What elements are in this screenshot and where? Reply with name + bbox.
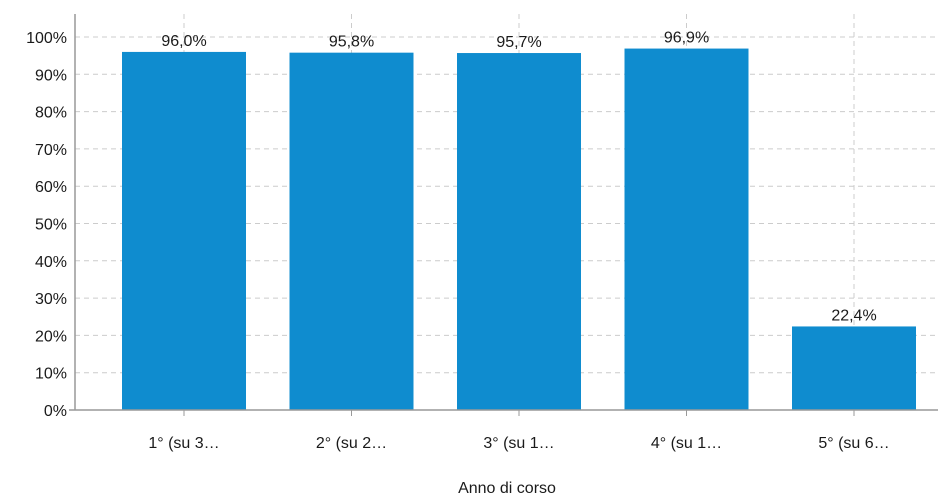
y-tick-label: 90% <box>35 67 67 84</box>
y-tick-label: 80% <box>35 105 67 122</box>
axes <box>69 14 938 416</box>
x-tick-label: 1° (su 3… <box>148 435 219 452</box>
y-tick-label: 40% <box>35 254 67 271</box>
bar-value-label: 22,4% <box>831 307 876 324</box>
x-tick-label: 5° (su 6… <box>818 435 889 452</box>
bar <box>122 51 246 411</box>
y-tick-label: 100% <box>26 30 67 47</box>
bars <box>122 48 916 411</box>
bar <box>624 48 749 411</box>
bar-value-label: 96,9% <box>664 30 709 47</box>
bar-value-label: 95,8% <box>329 34 374 51</box>
y-tick-label: 0% <box>44 403 67 420</box>
y-tick-label: 60% <box>35 179 67 196</box>
bar-value-label: 95,7% <box>496 34 541 51</box>
bar <box>792 326 916 410</box>
bar-value-label: 96,0% <box>161 33 206 50</box>
x-tick-label: 2° (su 2… <box>316 435 387 452</box>
x-axis-title: Anno di corso <box>458 480 556 494</box>
y-tick-label: 50% <box>35 217 67 234</box>
y-tick-label: 10% <box>35 366 67 383</box>
y-tick-label: 70% <box>35 142 67 159</box>
labels: 0% 10% 20% 30% 40% 50% 60% 70% 80% 90% 100% 96,0% 1°… <box>26 30 890 452</box>
y-tick-label: 30% <box>35 291 67 308</box>
bar <box>289 52 414 410</box>
y-tick-label: 20% <box>35 328 67 345</box>
x-tick-label: 4° (su 1… <box>651 435 722 452</box>
x-tick-label: 3° (su 1… <box>483 435 554 452</box>
bar <box>457 53 581 410</box>
